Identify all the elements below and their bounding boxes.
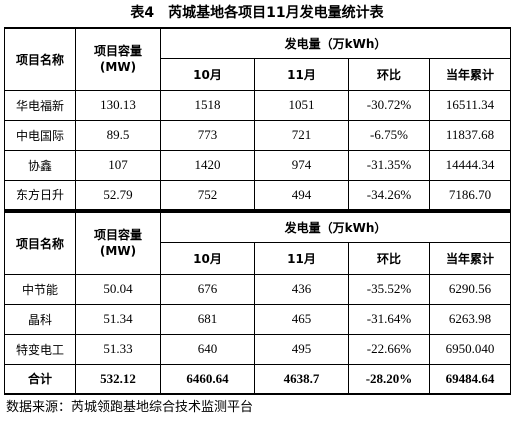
- cell-name: 协鑫: [4, 149, 76, 181]
- cell-total-mom: -28.20%: [348, 363, 430, 395]
- header-capacity-label: 项目容量: [93, 228, 142, 243]
- cell-name: 特变电工: [4, 333, 76, 365]
- cell-total-label: 合计: [4, 363, 76, 395]
- header-oct: 10月: [160, 57, 255, 91]
- header-capacity: 项目容量 (MW): [75, 27, 161, 91]
- cell-oct: 773: [160, 119, 255, 151]
- cell-ytd: 7186.70: [428, 179, 512, 211]
- table-row: 晶科 51.34 681 465 -31.64% 6263.98: [4, 303, 512, 335]
- cell-name: 晶科: [4, 303, 76, 335]
- cell-name: 中电国际: [4, 119, 76, 151]
- cell-mom: -34.26%: [348, 179, 430, 211]
- cell-mom: -6.75%: [348, 119, 430, 151]
- cell-ytd: 14444.34: [428, 149, 512, 181]
- cell-name: 东方日升: [4, 179, 76, 211]
- cell-oct: 752: [160, 179, 255, 211]
- cell-total-capacity: 532.12: [75, 363, 161, 395]
- cell-name: 中节能: [4, 273, 76, 305]
- cell-capacity: 107: [75, 149, 161, 181]
- header-capacity-unit: (MW): [99, 60, 137, 75]
- cell-mom: -31.64%: [348, 303, 430, 335]
- cell-capacity: 89.5: [75, 119, 161, 151]
- cell-name: 华电福新: [4, 89, 76, 121]
- header-ytd: 当年累计: [428, 57, 512, 91]
- cell-oct: 676: [160, 273, 255, 305]
- header-oct: 10月: [160, 241, 255, 275]
- generation-table-1: 项目名称 项目容量 (MW) 发电量（万kWh） 10月 11月 环比 当年累计…: [4, 27, 512, 211]
- cell-oct: 681: [160, 303, 255, 335]
- header-generation: 发电量（万kWh）: [159, 211, 512, 243]
- cell-nov: 494: [254, 179, 349, 211]
- cell-mom: -30.72%: [348, 89, 430, 121]
- cell-capacity: 51.33: [75, 333, 161, 365]
- cell-nov: 436: [254, 273, 349, 305]
- cell-total-ytd: 69484.64: [428, 363, 512, 395]
- header-capacity: 项目容量 (MW): [75, 211, 161, 275]
- table-row: 协鑫 107 1420 974 -31.35% 14444.34: [4, 149, 512, 181]
- cell-nov: 1051: [254, 89, 349, 121]
- header-mom: 环比: [348, 241, 430, 275]
- cell-ytd: 6290.56: [428, 273, 512, 305]
- cell-ytd: 6950.040: [428, 333, 512, 365]
- generation-table-2: 项目名称 项目容量 (MW) 发电量（万kWh） 10月 11月 环比 当年累计…: [4, 211, 512, 395]
- table-title: 表4 芮城基地各项目11月发电量统计表: [130, 5, 384, 21]
- cell-mom: -31.35%: [348, 149, 430, 181]
- cell-capacity: 130.13: [75, 89, 161, 121]
- header-ytd: 当年累计: [428, 241, 512, 275]
- cell-ytd: 16511.34: [428, 89, 512, 121]
- header-generation: 发电量（万kWh）: [159, 27, 512, 59]
- table-row: 华电福新 130.13 1518 1051 -30.72% 16511.34: [4, 89, 512, 121]
- header-project-name: 项目名称: [4, 27, 76, 91]
- cell-total-nov: 4638.7: [254, 363, 349, 395]
- table-row: 特变电工 51.33 640 495 -22.66% 6950.040: [4, 333, 512, 365]
- header-mom: 环比: [348, 57, 430, 91]
- total-row: 合计 532.12 6460.64 4638.7 -28.20% 69484.6…: [4, 363, 512, 395]
- cell-oct: 1518: [160, 89, 255, 121]
- cell-nov: 495: [254, 333, 349, 365]
- header-nov: 11月: [254, 57, 349, 91]
- header-nov: 11月: [254, 241, 349, 275]
- cell-nov: 974: [254, 149, 349, 181]
- cell-ytd: 6263.98: [428, 303, 512, 335]
- cell-mom: -22.66%: [348, 333, 430, 365]
- data-source-note: 数据来源：芮城领跑基地综合技术监测平台: [6, 400, 254, 415]
- table-row: 中电国际 89.5 773 721 -6.75% 11837.68: [4, 119, 512, 151]
- cell-oct: 640: [160, 333, 255, 365]
- header-project-name: 项目名称: [4, 211, 76, 275]
- header-capacity-label: 项目容量: [93, 44, 142, 59]
- cell-ytd: 11837.68: [428, 119, 512, 151]
- cell-total-oct: 6460.64: [160, 363, 255, 395]
- header-capacity-unit: (MW): [99, 244, 137, 259]
- table-row: 中节能 50.04 676 436 -35.52% 6290.56: [4, 273, 512, 305]
- cell-nov: 721: [254, 119, 349, 151]
- cell-capacity: 50.04: [75, 273, 161, 305]
- cell-nov: 465: [254, 303, 349, 335]
- table-row: 东方日升 52.79 752 494 -34.26% 7186.70: [4, 179, 512, 211]
- cell-capacity: 51.34: [75, 303, 161, 335]
- cell-oct: 1420: [160, 149, 255, 181]
- cell-capacity: 52.79: [75, 179, 161, 211]
- cell-mom: -35.52%: [348, 273, 430, 305]
